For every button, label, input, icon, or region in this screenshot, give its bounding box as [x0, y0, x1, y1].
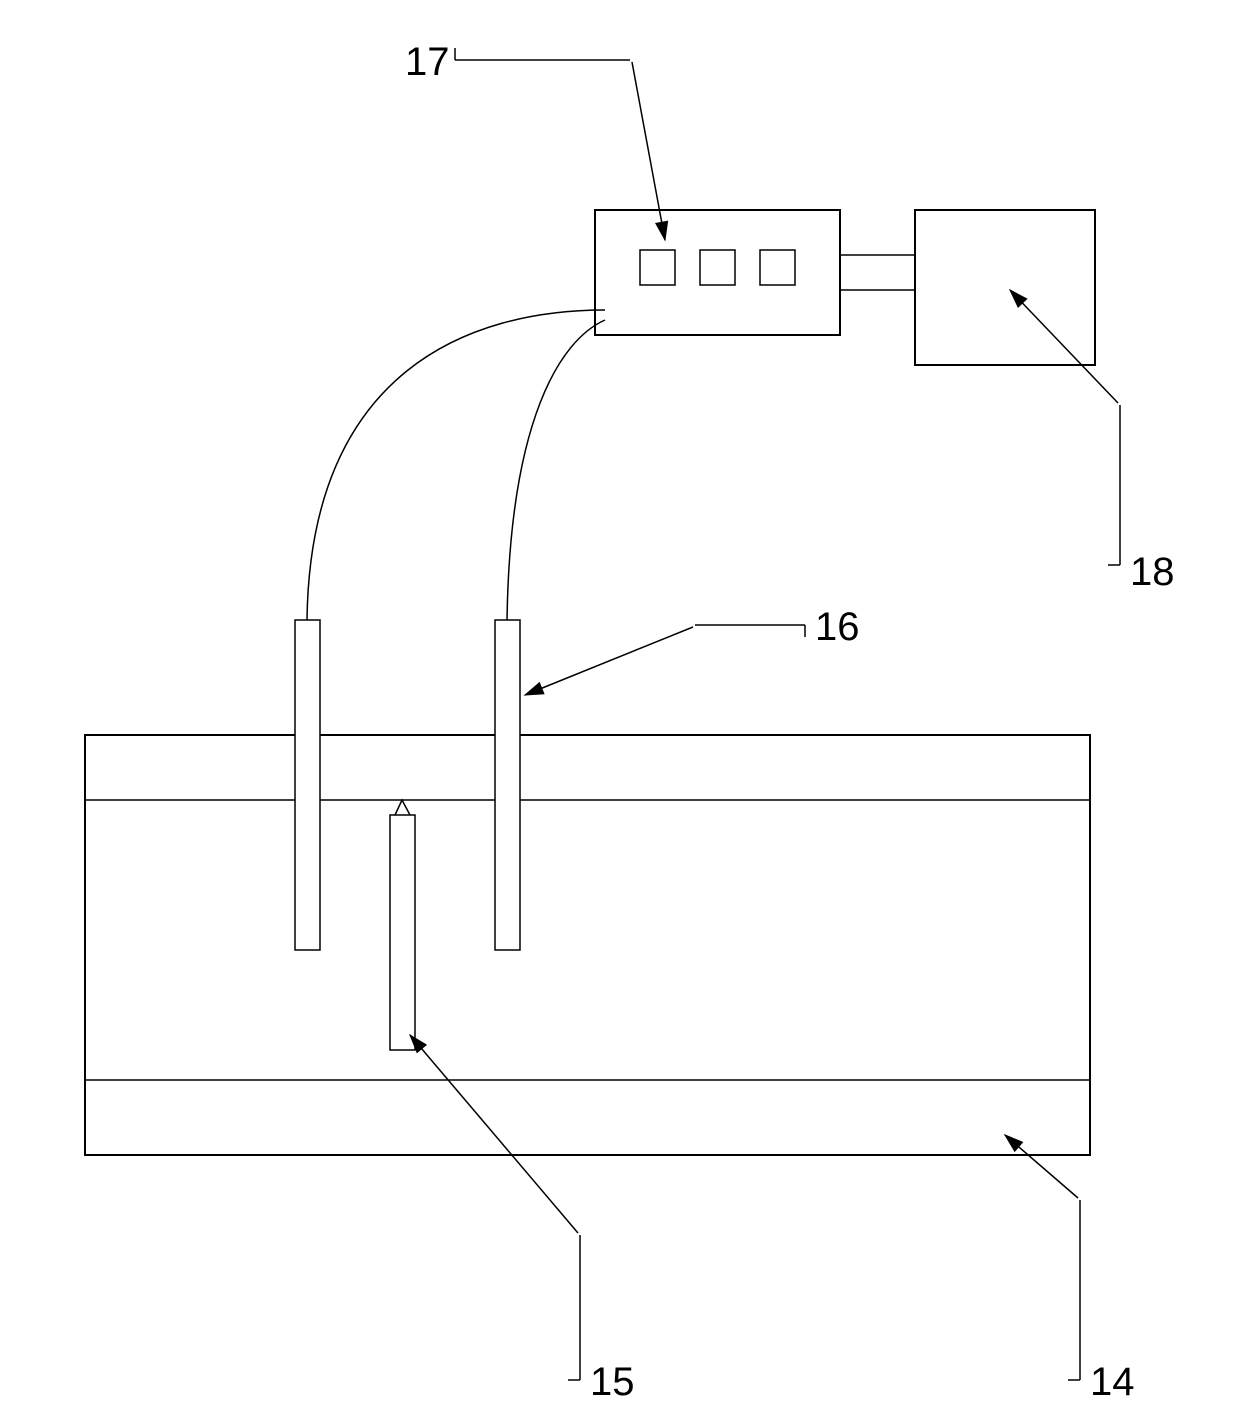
electrode-16-left [295, 620, 320, 950]
box-17-slot-0 [640, 250, 675, 285]
connector-bar [840, 255, 915, 290]
cable-left [307, 310, 605, 620]
callout-18-shaft [1010, 290, 1118, 403]
callout-17-shaft [632, 62, 665, 240]
callout-16-shaft [525, 627, 693, 695]
box-18 [915, 210, 1095, 365]
callout-label-16: 16 [815, 605, 860, 649]
cable-right [507, 320, 605, 620]
callout-label-14: 14 [1090, 1360, 1135, 1404]
callout-15-shaft [410, 1035, 578, 1233]
electrode-15 [390, 815, 415, 1050]
callout-16-arrowhead [525, 683, 544, 695]
electrode-16-right [495, 620, 520, 950]
tank-outer [85, 735, 1090, 1155]
box-17-slot-2 [760, 250, 795, 285]
box-17 [595, 210, 840, 335]
callout-label-18: 18 [1130, 550, 1175, 594]
box-17-slot-1 [700, 250, 735, 285]
callout-label-15: 15 [590, 1360, 635, 1404]
electrode-15-tip [395, 800, 410, 815]
callout-17-arrowhead [656, 221, 668, 240]
callout-label-17: 17 [405, 40, 450, 84]
diagram-canvas: 14 15 16 17 18 [0, 0, 1240, 1424]
